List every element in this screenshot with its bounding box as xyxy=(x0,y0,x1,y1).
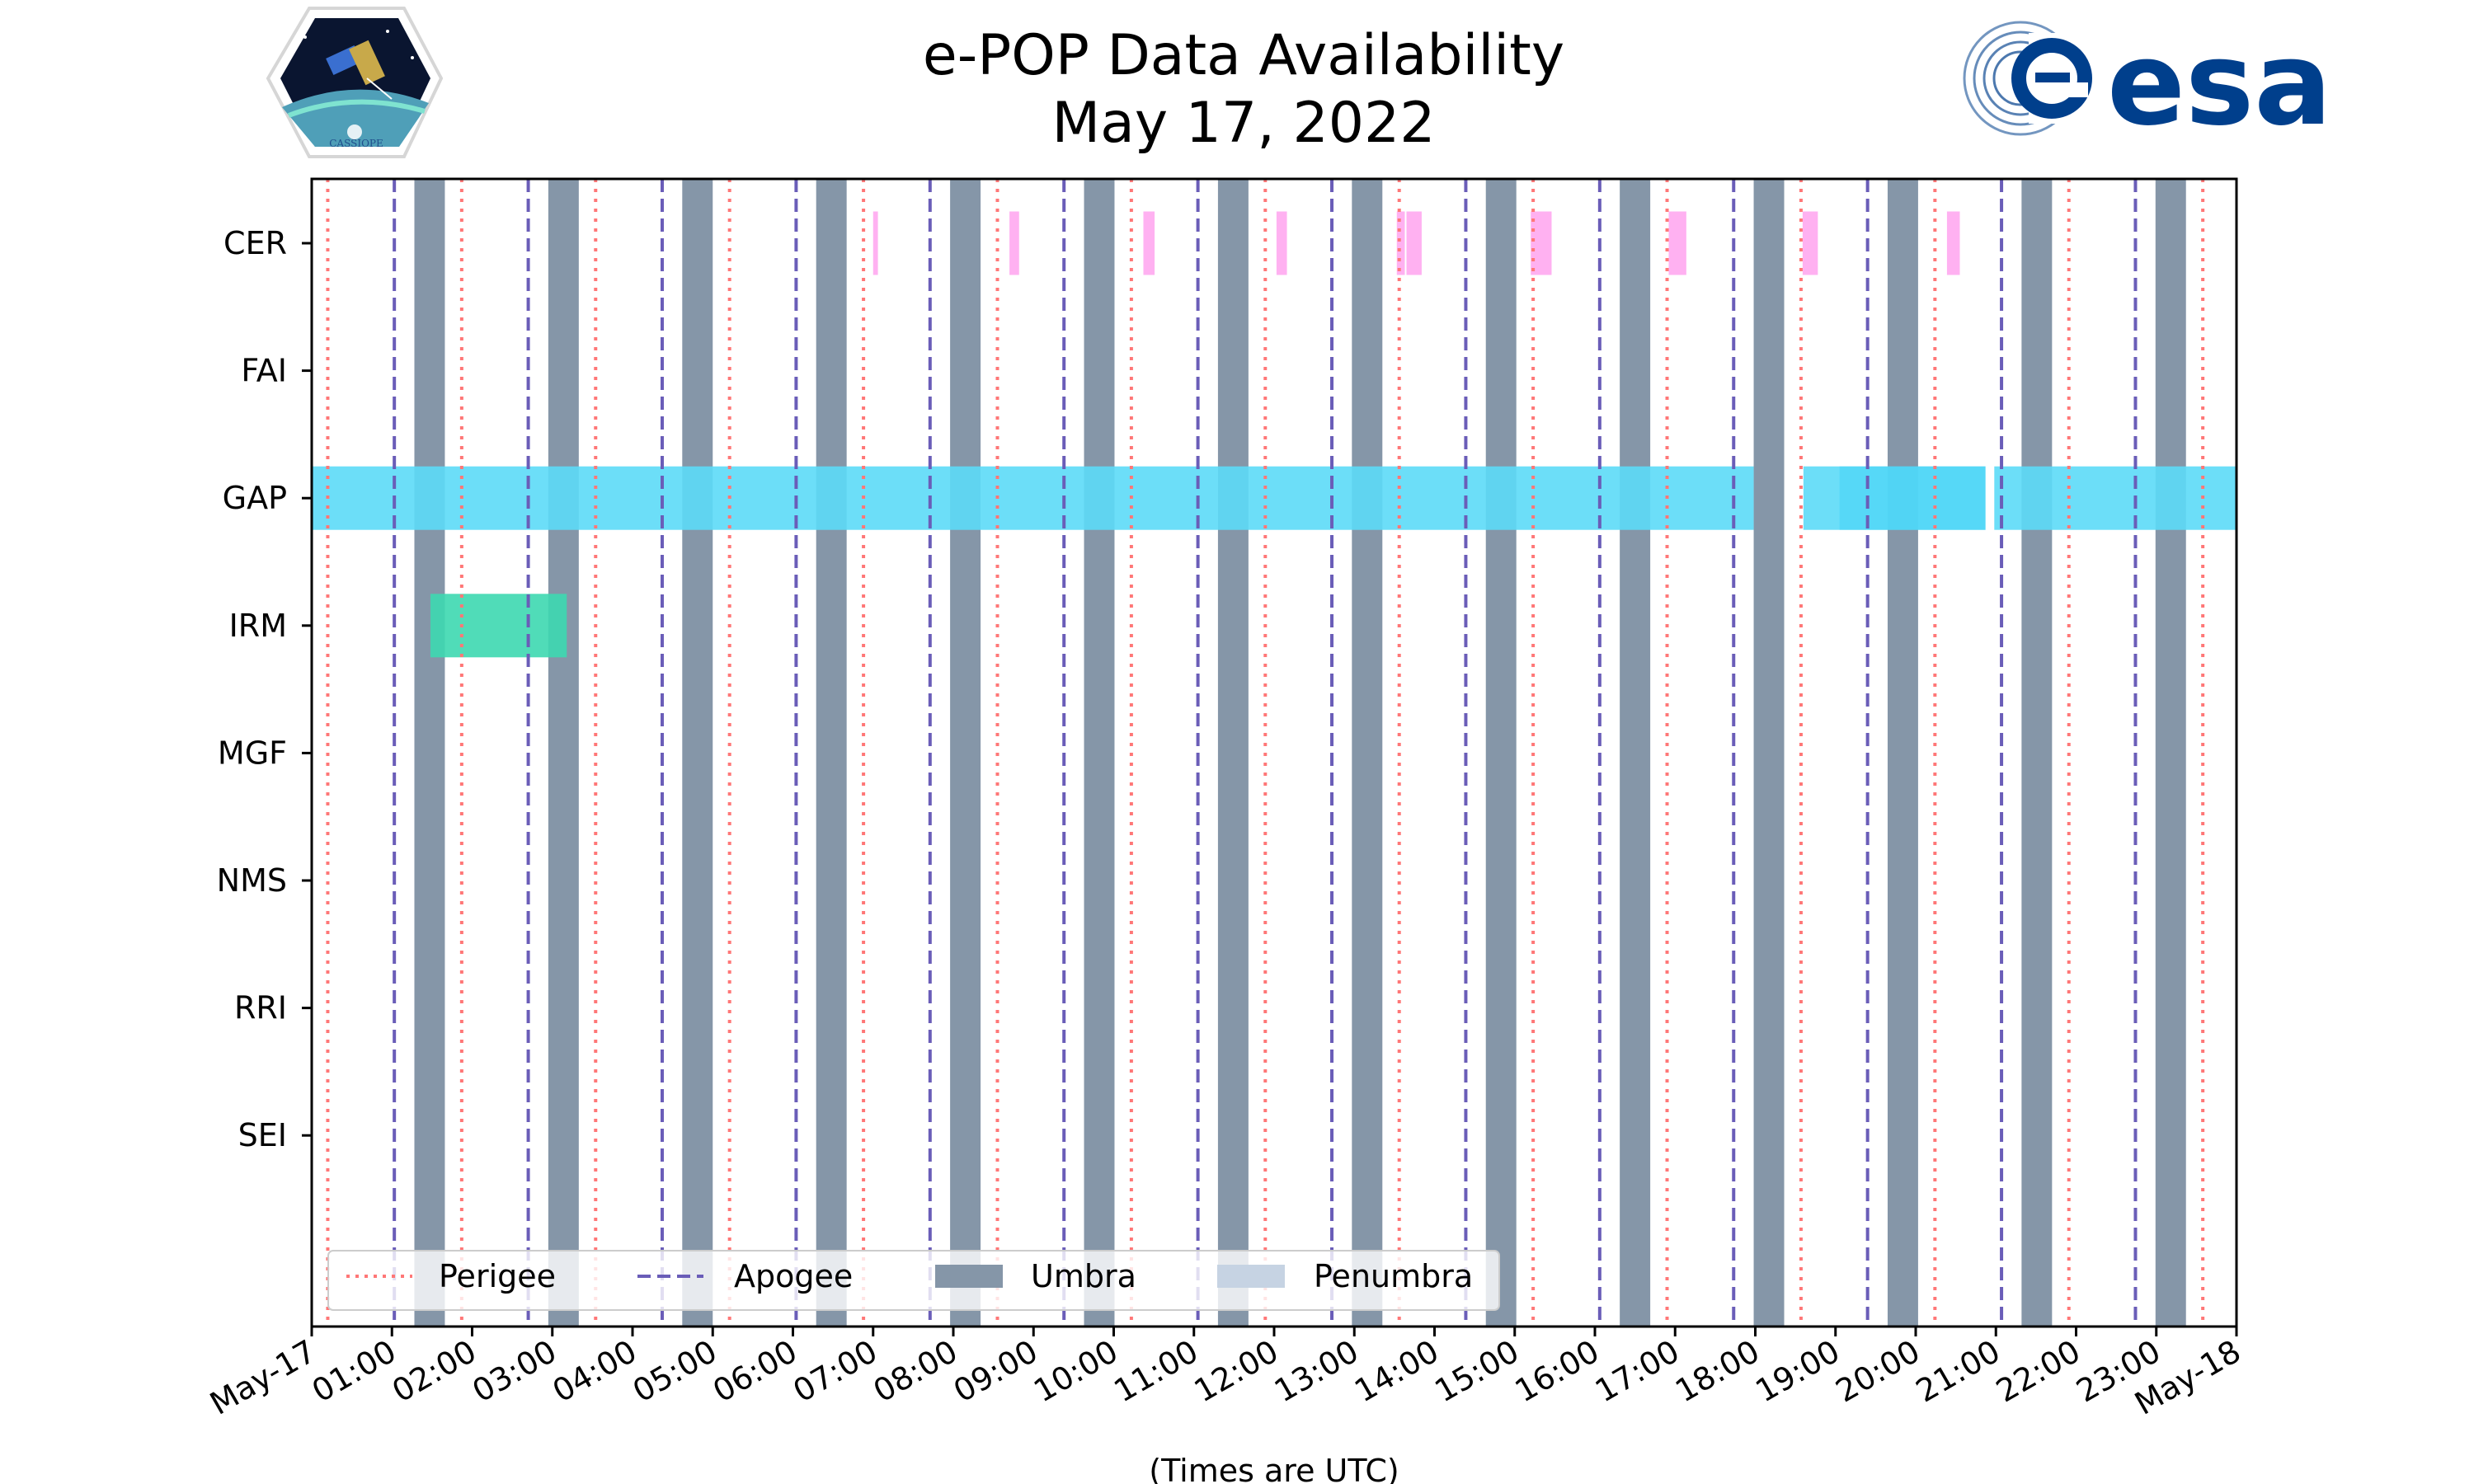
x-tick-label-17: 17:00 xyxy=(1589,1333,1686,1410)
umbra-band-9 xyxy=(1485,179,1517,1327)
umbra-band-10 xyxy=(1620,179,1651,1327)
y-tick-label-cer: CER xyxy=(223,225,287,261)
umbra-band-11 xyxy=(1753,179,1785,1327)
esa-logo-text: esa xyxy=(2107,17,2332,152)
y-tick-label-fai: FAI xyxy=(241,353,287,389)
legend-umbra-label: Umbra xyxy=(1031,1258,1136,1294)
chart-title-line-2: May 17, 2022 xyxy=(1051,91,1435,156)
legend: Perigee Apogee Umbra Penumbra xyxy=(327,1250,1500,1311)
cer-availability-bar-8 xyxy=(1668,211,1686,275)
cer-availability-bar-9 xyxy=(1802,211,1818,275)
gap-availability-bar-3 xyxy=(1994,466,2236,530)
x-tick-label-1: 01:00 xyxy=(306,1333,402,1410)
x-axis: May-1701:0002:0003:0004:0005:0006:0007:0… xyxy=(204,1327,2247,1422)
cer-availability-bar-7 xyxy=(1531,211,1552,275)
x-tick-label-11: 11:00 xyxy=(1108,1333,1204,1410)
cer-availability-bar-10 xyxy=(1946,211,1960,275)
x-tick-label-19: 19:00 xyxy=(1749,1333,1846,1410)
x-tick-label-21: 21:00 xyxy=(1910,1333,2006,1410)
irm-availability-bar-1 xyxy=(430,594,567,658)
x-tick-label-12: 12:00 xyxy=(1188,1333,1285,1410)
x-tick-label-2: 02:00 xyxy=(386,1333,482,1410)
y-axis: CER FAI GAP IRM MGF NMS RRI SEI xyxy=(217,225,312,1153)
x-tick-label-13: 13:00 xyxy=(1268,1333,1365,1410)
x-tick-label-4: 04:00 xyxy=(547,1333,643,1410)
y-tick-label-irm: IRM xyxy=(229,608,287,644)
x-tick-label-0: May-17 xyxy=(204,1333,322,1422)
cer-availability-bar-2 xyxy=(1009,211,1019,275)
x-tick-label-3: 03:00 xyxy=(466,1333,562,1410)
umbra-band-12 xyxy=(1887,179,1918,1327)
umbra-band-4 xyxy=(816,179,847,1327)
cer-availability-bar-3 xyxy=(1143,211,1155,275)
cer-availability-bar-5 xyxy=(1396,211,1405,275)
x-tick-label-7: 07:00 xyxy=(787,1333,883,1410)
y-tick-label-nms: NMS xyxy=(217,862,287,899)
x-tick-label-8: 08:00 xyxy=(868,1333,964,1410)
x-tick-label-18: 18:00 xyxy=(1669,1333,1766,1410)
umbra-band-6 xyxy=(1084,179,1115,1327)
x-tick-label-20: 20:00 xyxy=(1830,1333,1926,1410)
cassiope-logo-text: CASSIOPE xyxy=(329,138,383,149)
x-tick-label-6: 06:00 xyxy=(707,1333,803,1410)
chart-title-line-1: e-POP Data Availability xyxy=(923,23,1564,88)
cassiope-mission-logo: CASSIOPE xyxy=(266,7,444,158)
y-tick-label-gap: GAP xyxy=(223,480,287,516)
legend-penumbra-swatch xyxy=(1217,1265,1285,1288)
x-tick-label-14: 14:00 xyxy=(1348,1333,1445,1410)
legend-penumbra-label: Penumbra xyxy=(1314,1258,1473,1294)
umbra-band-3 xyxy=(682,179,713,1327)
x-tick-label-16: 16:00 xyxy=(1509,1333,1606,1410)
x-tick-label-15: 15:00 xyxy=(1428,1333,1525,1410)
esa-logo: esa xyxy=(1963,17,2332,152)
axes-frame xyxy=(310,177,2238,1328)
legend-box xyxy=(327,1250,1500,1311)
umbra-band-1 xyxy=(414,179,445,1327)
gap-availability-bar-1 xyxy=(312,466,1754,530)
y-tick-label-sei: SEI xyxy=(238,1117,287,1153)
umbra-band-14 xyxy=(2155,179,2186,1327)
plot-area xyxy=(312,179,2236,1327)
x-axis-label: (Times are UTC) xyxy=(1149,1453,1399,1484)
umbra-band-7 xyxy=(1217,179,1249,1327)
umbra-band-5 xyxy=(950,179,981,1327)
x-tick-label-22: 22:00 xyxy=(1990,1333,2086,1410)
cer-availability-bar-6 xyxy=(1406,211,1422,275)
legend-perigee-label: Perigee xyxy=(439,1258,556,1294)
cer-availability-bar-1 xyxy=(872,211,878,275)
legend-umbra-swatch xyxy=(935,1265,1003,1288)
x-tick-label-10: 10:00 xyxy=(1028,1333,1124,1410)
y-tick-label-rri: RRI xyxy=(234,990,287,1026)
umbra-band-2 xyxy=(548,179,579,1327)
umbra-band-8 xyxy=(1352,179,1383,1327)
y-tick-label-mgf: MGF xyxy=(218,735,287,771)
cer-availability-bar-4 xyxy=(1276,211,1287,275)
x-tick-label-5: 05:00 xyxy=(627,1333,723,1410)
x-tick-label-9: 09:00 xyxy=(948,1333,1044,1410)
umbra-band-13 xyxy=(2021,179,2053,1327)
legend-apogee-label: Apogee xyxy=(734,1258,853,1294)
gap-overlap-segment xyxy=(1839,466,1986,530)
